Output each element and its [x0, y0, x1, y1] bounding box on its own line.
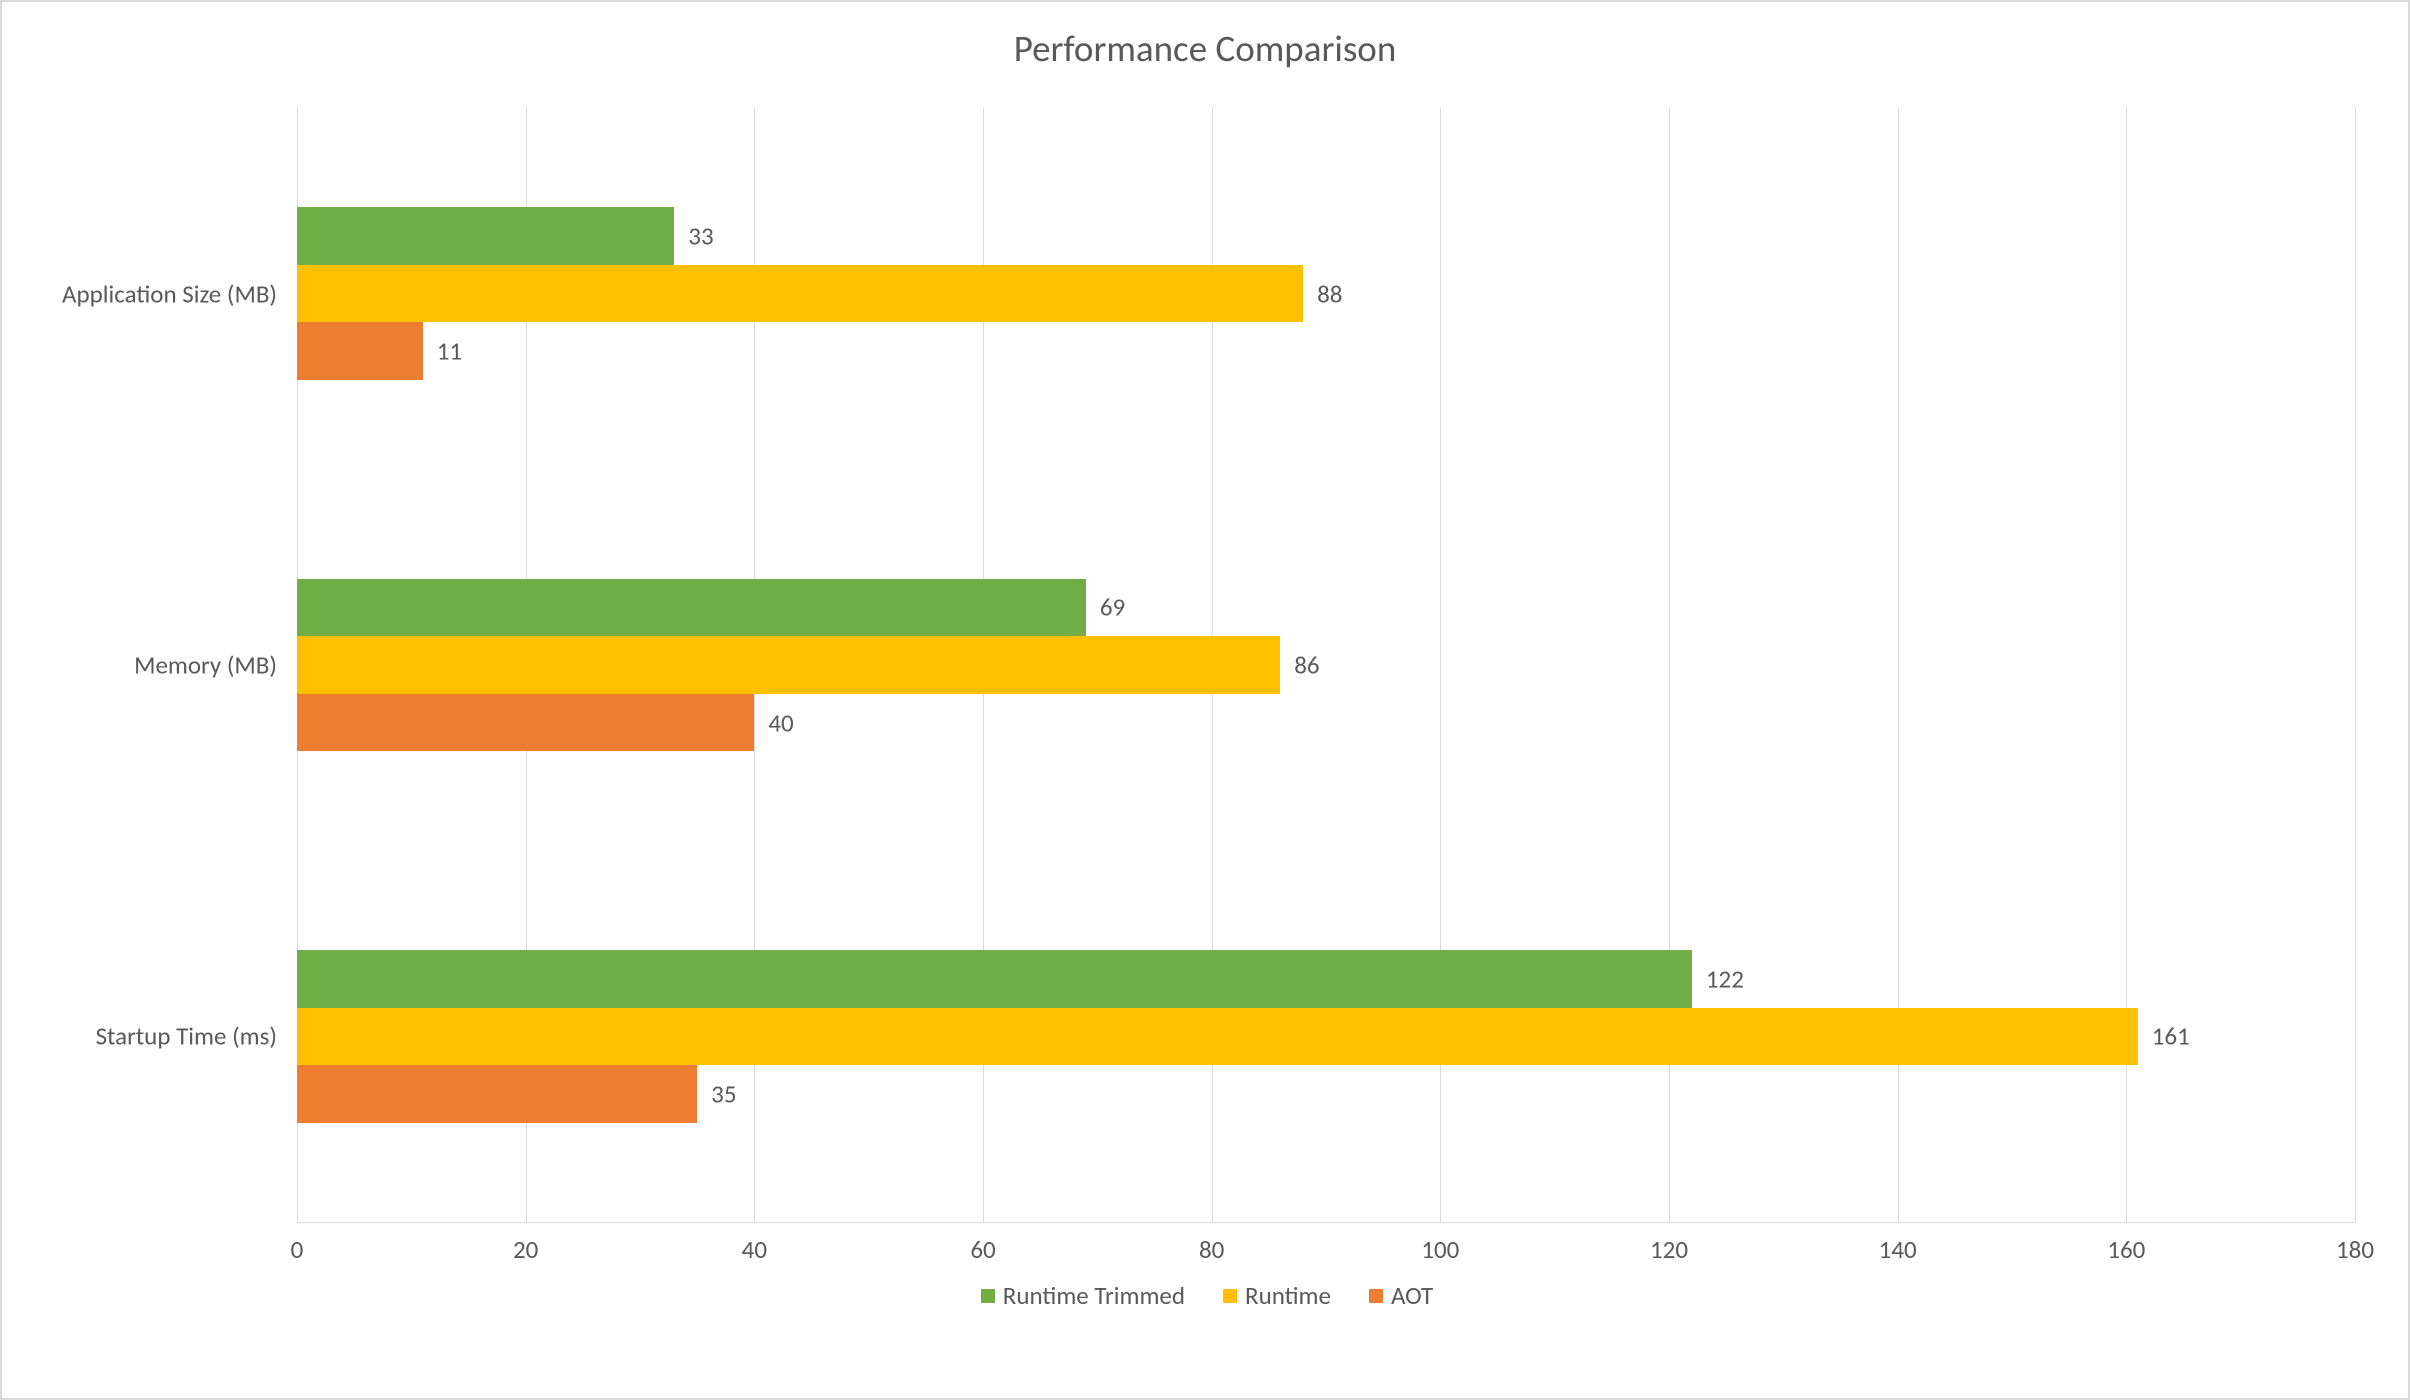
x-tick-label: 120 [1650, 1234, 1688, 1265]
bar-value-label: 161 [2152, 1021, 2190, 1052]
legend-label: Runtime Trimmed [1003, 1280, 1185, 1311]
chart-title: Performance Comparison [2, 26, 2408, 71]
x-tick-label: 140 [1879, 1234, 1917, 1265]
legend-item: AOT [1369, 1280, 1433, 1311]
plot-area: 122 161 35 69 86 40 33 88 11 [297, 108, 2355, 1222]
legend-label: AOT [1391, 1280, 1433, 1311]
legend-item: Runtime Trimmed [981, 1280, 1185, 1311]
x-tick-label: 40 [742, 1234, 767, 1265]
bar-value-label: 35 [711, 1078, 736, 1109]
y-category-label: Startup Time (ms) [2, 1021, 277, 1052]
legend-swatch [981, 1289, 995, 1303]
x-tick-label: 180 [2336, 1234, 2374, 1265]
legend-label: Runtime [1245, 1280, 1331, 1311]
bar-value-label: 122 [1706, 963, 1744, 994]
x-tick-label: 60 [970, 1234, 995, 1265]
x-tick-label: 160 [2107, 1234, 2145, 1265]
bar-value-label: 69 [1100, 592, 1125, 623]
bar-value-label: 88 [1317, 278, 1342, 309]
x-tick-label: 0 [291, 1234, 304, 1265]
legend-swatch [1369, 1289, 1383, 1303]
legend: Runtime Trimmed Runtime AOT [2, 1280, 2410, 1311]
bar [297, 1065, 697, 1123]
bar [297, 1008, 2138, 1066]
bar [297, 694, 754, 752]
legend-swatch [1223, 1289, 1237, 1303]
bar [297, 950, 1692, 1008]
bar-value-label: 86 [1294, 650, 1319, 681]
bar [297, 636, 1280, 694]
bar-value-label: 40 [768, 707, 793, 738]
y-category-label: Application Size (MB) [2, 278, 277, 309]
bar [297, 207, 674, 265]
x-tick-label: 20 [513, 1234, 538, 1265]
legend-item: Runtime [1223, 1280, 1331, 1311]
bar-value-label: 11 [437, 336, 462, 367]
x-tick-label: 100 [1421, 1234, 1459, 1265]
y-category-label: Memory (MB) [2, 650, 277, 681]
bar [297, 265, 1303, 323]
chart-container: Performance Comparison 122 161 35 69 86 40 33 8… [0, 0, 2410, 1400]
bar [297, 322, 423, 380]
bar-value-label: 33 [688, 221, 713, 252]
bar [297, 579, 1086, 637]
x-axis-line [297, 1222, 2355, 1223]
gridline [2355, 108, 2356, 1222]
x-tick-label: 80 [1199, 1234, 1224, 1265]
